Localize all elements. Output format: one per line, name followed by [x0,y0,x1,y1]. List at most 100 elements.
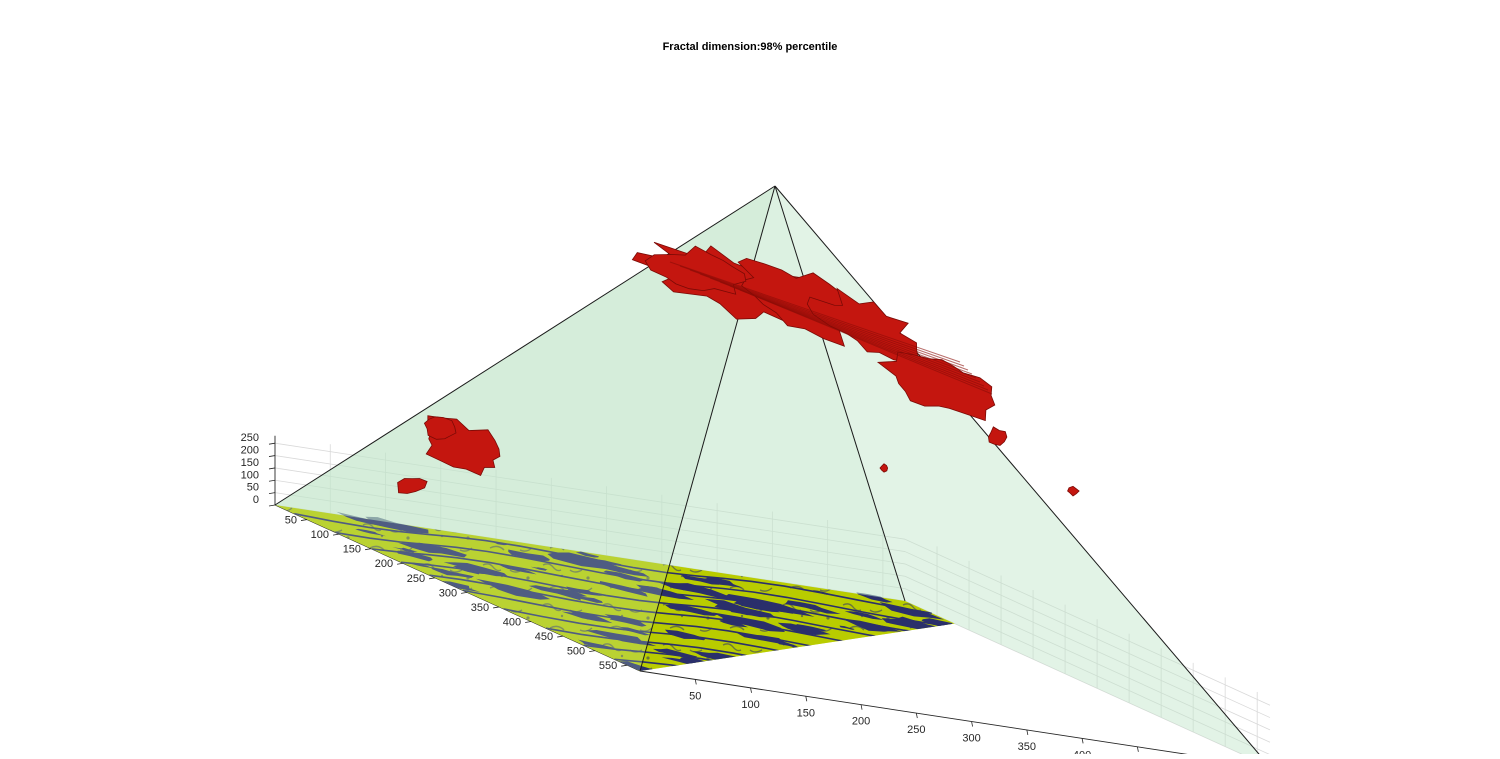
z-tick-mark [268,504,276,507]
y-tick-label: 550 [599,660,617,672]
pyramid-edge [774,185,906,602]
grid-line [904,575,1271,743]
y-tick-mark [621,664,628,667]
isosurface-shade [709,277,977,379]
water-patch [946,676,969,684]
isosurface-blob [876,351,996,422]
z-tick-label: 200 [241,445,259,457]
water-patch [1191,742,1219,748]
water-patch [939,643,968,651]
grid-line [904,563,1271,731]
water-patch [794,624,827,632]
isosurface-blob [879,463,889,473]
water-patch [820,666,857,671]
x-tick-mark [1081,738,1084,744]
isosurface-blob [423,416,457,440]
x-tick-mark [1136,746,1139,752]
z-tick-label: 0 [253,494,259,506]
water-patch [785,600,841,615]
water-patch [681,574,720,585]
axis-line [639,670,1221,759]
water-patch [786,675,851,693]
x-tick-mark [860,704,863,710]
isosurface-shade [689,269,969,371]
y-tick-label: 150 [343,544,361,556]
pyramid-edge [274,185,776,506]
z-tick-mark [268,442,276,445]
isosurface-blob [397,478,428,494]
isosurface-shade [749,293,993,395]
river-line [294,512,932,614]
pyramid-face-left [275,186,775,671]
isosurface-shade [699,273,973,375]
y-tick-label: 350 [471,602,489,614]
water-patch [975,645,1011,657]
water-patch [891,693,959,712]
z-tick-mark [268,492,276,495]
y-tick-mark [300,519,308,521]
water-patch [638,585,668,593]
water-patch [870,693,918,709]
water-patch [933,682,997,698]
grid-line [904,600,1254,759]
water-patch [430,567,474,578]
isosurface-shade [669,261,961,363]
river-line [335,531,963,629]
x-tick-mark [915,713,918,719]
z-tick-mark [268,479,276,482]
water-patch [528,585,588,601]
x-tick-label: 300 [962,733,980,745]
water-patch [530,566,548,571]
isosurface-blob [1067,485,1080,497]
water-patch [575,551,599,558]
y-tick-label: 200 [375,558,393,570]
water-patch [844,611,884,621]
water-patch [567,595,603,603]
y-tick-mark [429,577,436,580]
z-tick-label: 100 [241,469,259,481]
water-patch [595,564,650,577]
y-tick-label: 100 [311,529,329,541]
y-tick-mark [493,606,500,609]
water-patch [1121,721,1140,725]
water-patch [870,645,958,665]
y-tick-mark [332,533,340,536]
x-tick-mark [971,721,973,727]
water-patch [704,598,776,618]
grid-line [904,588,1271,756]
water-patch [1154,740,1195,751]
x-tick-label: 150 [797,707,815,719]
y-tick-mark [525,621,532,623]
x-tick-label: 250 [907,724,925,736]
x-tick-label: 100 [741,699,759,711]
water-patch [665,604,719,616]
water-patch [398,542,467,558]
water-patch [839,625,855,630]
y-tick-label: 500 [567,646,585,658]
water-patch [853,680,904,694]
x-tick-label: 350 [1018,741,1036,753]
y-axis-ticks: 50 100 150 200 250 300 350 400 450 500 550 [285,515,628,672]
water-patch [1049,673,1066,677]
z-tick-label: 50 [247,482,259,494]
y-tick-mark [589,650,596,653]
water-patch [392,547,418,553]
water-patch [1130,737,1166,747]
y-tick-mark [364,548,372,551]
isosurface-blob [988,426,1008,446]
y-tick-mark [461,591,468,594]
y-tick-mark [397,562,404,565]
water-patch [788,624,808,631]
isosurface [397,241,1080,497]
grid-line [904,551,1271,718]
water-patch [939,661,1006,671]
x-tick-mark [1026,729,1029,736]
water-patch [355,528,387,537]
water-patch [438,580,481,593]
water-patch [803,677,881,696]
isosurface-shade [679,265,965,367]
water-patch [702,576,743,588]
z-tick-mark [268,467,276,470]
